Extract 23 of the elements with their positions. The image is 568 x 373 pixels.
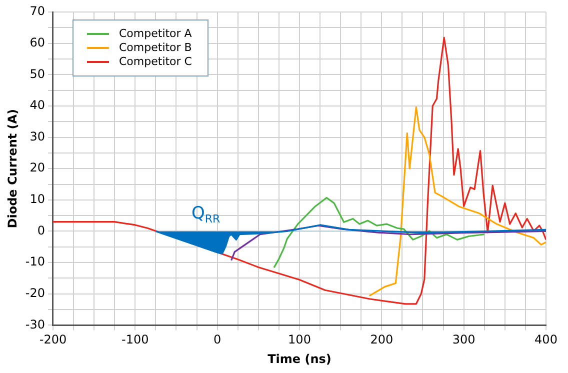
y-tick-label: 0 — [37, 223, 45, 238]
y-tick-label: 30 — [30, 129, 45, 144]
y-tick-label: 50 — [30, 66, 45, 81]
x-tick-label: -100 — [122, 332, 149, 347]
y-tick-label: -10 — [25, 254, 45, 269]
x-tick-label: -200 — [39, 332, 67, 347]
y-tick-label: 70 — [30, 4, 45, 18]
y-tick-label: 10 — [30, 192, 45, 206]
x-tick-label: 200 — [370, 332, 394, 347]
x-tick-label: 0 — [214, 332, 222, 347]
y-tick-label: -20 — [25, 286, 45, 300]
y-tick-label: 40 — [30, 98, 45, 112]
legend-label: Competitor B — [119, 40, 192, 54]
y-tick-label: -30 — [25, 317, 45, 332]
y-tick-label: 60 — [30, 35, 45, 50]
y-tick-label: 20 — [30, 160, 45, 175]
x-tick-label: 100 — [288, 332, 311, 347]
legend-label: Competitor A — [119, 26, 192, 40]
x-tick-label: 400 — [534, 332, 558, 347]
x-axis-title: Time (ns) — [268, 352, 332, 366]
x-tick-label: 300 — [452, 332, 476, 347]
y-axis-title: Diode Current (A) — [5, 108, 20, 228]
legend-label: Competitor C — [119, 54, 192, 68]
